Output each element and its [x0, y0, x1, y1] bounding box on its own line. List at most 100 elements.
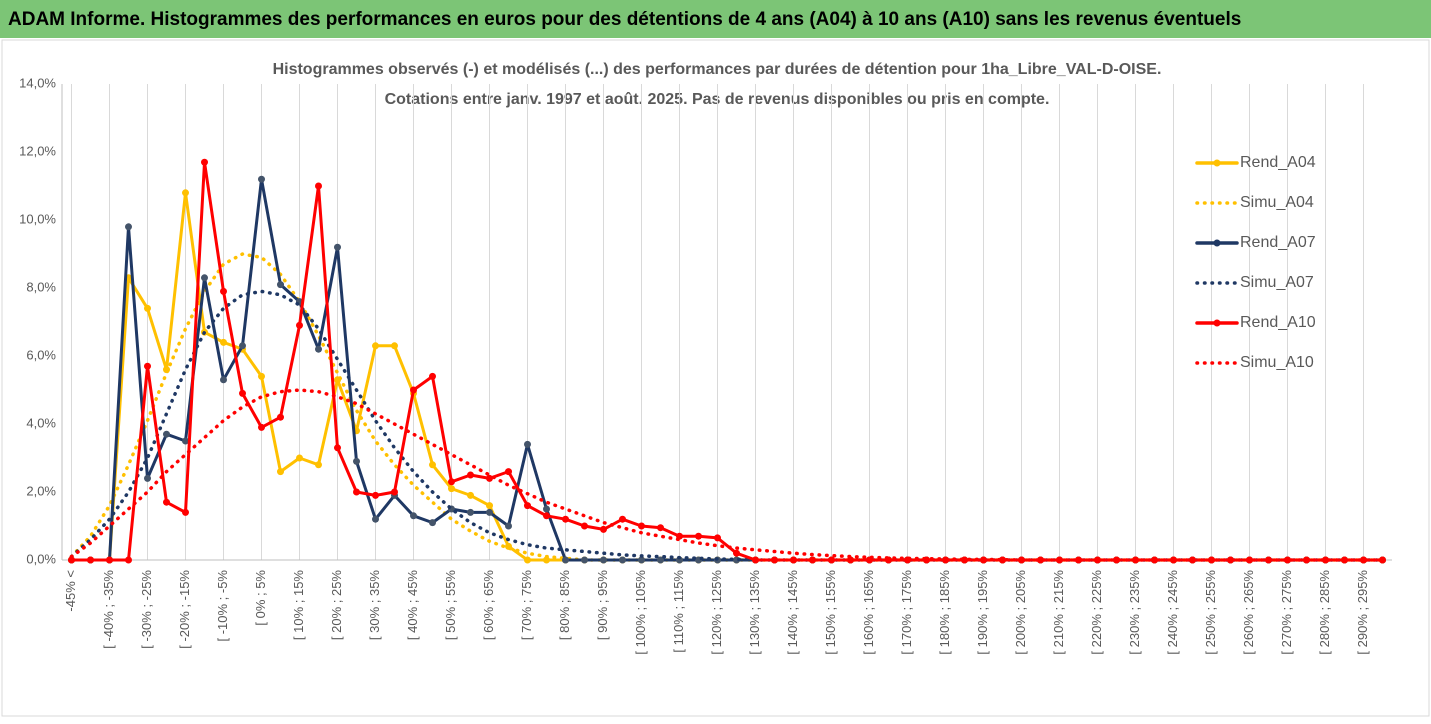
series-line — [69, 388, 1385, 562]
data-point — [239, 342, 246, 350]
data-point — [106, 556, 113, 564]
data-point — [315, 461, 322, 469]
data-point — [125, 223, 132, 231]
x-tick-label: [ 60% ; 65% — [481, 570, 496, 641]
y-tick-label: 2,0% — [26, 483, 56, 498]
x-tick-label: [ 0% ; 5% — [253, 570, 268, 626]
data-point — [1360, 556, 1367, 564]
x-tick-label: -45% < — [63, 570, 78, 612]
legend-label: Rend_A04 — [1240, 154, 1316, 171]
chart-title: Histogrammes observés (-) et modélisés (… — [273, 61, 1162, 78]
x-tick-label: [ 120% ; 125% — [709, 570, 724, 655]
data-point — [1037, 556, 1044, 564]
data-point — [277, 468, 284, 476]
y-tick-label: 0,0% — [26, 551, 56, 566]
x-tick-label: [ -40% ; -35% — [101, 570, 116, 649]
data-point — [505, 522, 512, 530]
data-point — [201, 274, 208, 282]
data-point — [201, 158, 208, 166]
data-point — [657, 524, 664, 532]
data-point — [1075, 556, 1082, 564]
x-tick-label: [ 70% ; 75% — [519, 570, 534, 641]
y-tick-label: 6,0% — [26, 347, 56, 362]
data-point — [581, 556, 588, 564]
data-point — [220, 376, 227, 384]
x-tick-label: [ 10% ; 15% — [291, 570, 306, 641]
x-tick-label: [ 270% ; 275% — [1279, 570, 1294, 655]
y-tick-label: 14,0% — [19, 75, 56, 90]
x-tick-label: [ 160% ; 165% — [861, 570, 876, 655]
data-point — [543, 505, 550, 513]
data-point — [315, 182, 322, 190]
data-point — [809, 556, 816, 564]
data-point — [391, 342, 398, 350]
data-point — [372, 342, 379, 350]
data-point — [163, 430, 170, 438]
legend-label: Simu_A07 — [1240, 274, 1314, 291]
data-point — [600, 525, 607, 533]
data-point — [524, 440, 531, 448]
x-tick-label: [ 240% ; 245% — [1165, 570, 1180, 655]
legend-label: Rend_A10 — [1240, 314, 1316, 331]
data-point — [1284, 556, 1291, 564]
data-point — [733, 549, 740, 557]
x-tick-label: [ 260% ; 265% — [1241, 570, 1256, 655]
y-tick-label: 10,0% — [19, 211, 56, 226]
data-point — [220, 338, 227, 346]
data-point — [467, 491, 474, 499]
data-point — [828, 556, 835, 564]
data-point — [1151, 556, 1158, 564]
x-tick-label: [ 110% ; 115% — [671, 570, 686, 653]
x-tick-label: [ 220% ; 225% — [1089, 570, 1104, 655]
data-point — [790, 556, 797, 564]
data-point — [277, 413, 284, 421]
data-point — [296, 454, 303, 462]
data-point — [619, 515, 626, 523]
data-point — [239, 389, 246, 397]
data-point — [220, 287, 227, 295]
data-point — [638, 522, 645, 530]
data-point — [353, 488, 360, 496]
data-point — [144, 304, 151, 312]
x-tick-label: [ -20% ; -15% — [177, 570, 192, 649]
y-tick-label: 4,0% — [26, 415, 56, 430]
data-point — [581, 522, 588, 530]
data-point — [619, 556, 626, 564]
x-tick-label: [ 140% ; 145% — [785, 570, 800, 655]
data-point — [486, 474, 493, 482]
data-point — [467, 471, 474, 479]
data-point — [1322, 556, 1329, 564]
data-point — [486, 502, 493, 510]
legend-marker — [1213, 319, 1221, 327]
data-point — [657, 556, 664, 564]
x-tick-label: [ 50% ; 55% — [443, 570, 458, 641]
data-point — [600, 556, 607, 564]
x-tick-label: [ -10% ; -5% — [215, 570, 230, 642]
data-point — [410, 386, 417, 394]
x-tick-label: [ -30% ; -25% — [139, 570, 154, 649]
data-point — [999, 556, 1006, 564]
data-point — [543, 556, 550, 564]
x-tick-label: [ 190% ; 195% — [975, 570, 990, 655]
data-point — [296, 321, 303, 329]
data-point — [182, 437, 189, 445]
header-bar — [0, 0, 1431, 38]
x-tick-label: [ 210% ; 215% — [1051, 570, 1066, 655]
data-point — [334, 243, 341, 251]
x-tick-label: [ 200% ; 205% — [1013, 570, 1028, 655]
data-point — [562, 515, 569, 523]
series-line — [69, 289, 1385, 562]
data-point — [752, 556, 759, 564]
data-point — [638, 556, 645, 564]
x-tick-label: [ 80% ; 85% — [557, 570, 572, 641]
data-point — [144, 362, 151, 370]
data-point — [258, 372, 265, 380]
header-title: ADAM Informe. Histogrammes des performan… — [8, 9, 1241, 30]
data-point — [429, 372, 436, 380]
legend-label: Simu_A04 — [1240, 194, 1314, 211]
data-point — [771, 556, 778, 564]
data-point — [714, 534, 721, 542]
data-point — [315, 345, 322, 353]
data-point — [182, 508, 189, 516]
